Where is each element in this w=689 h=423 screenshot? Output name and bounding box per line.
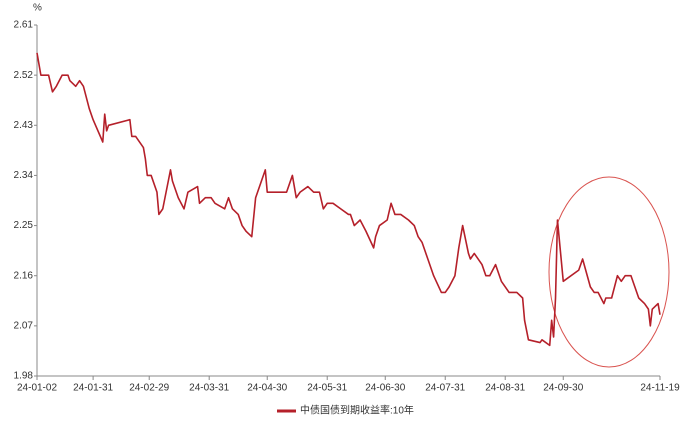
x-tick-label: 24-07-31 xyxy=(425,383,465,394)
x-tick-label: 24-11-19 xyxy=(640,383,680,394)
x-tick-label: 24-02-29 xyxy=(129,383,169,394)
legend-label: 中债国债到期收益率:10年 xyxy=(300,404,414,417)
x-tick-label: 24-08-31 xyxy=(485,383,525,394)
x-tick-label: 24-01-02 xyxy=(17,383,57,394)
y-tick-label: 2.34 xyxy=(14,170,34,181)
y-tick-label: 2.43 xyxy=(14,120,34,131)
y-tick-label: 1.98 xyxy=(14,371,34,382)
x-tick-label: 24-04-30 xyxy=(247,383,287,394)
y-tick-label: 2.25 xyxy=(14,220,34,231)
x-tick-label: 24-05-31 xyxy=(307,383,347,394)
series-line xyxy=(36,52,661,347)
y-tick-label: 2.16 xyxy=(14,270,34,281)
y-tick-label: 2.07 xyxy=(14,320,34,331)
highlight-ellipse xyxy=(548,176,670,368)
y-tick-label: 2.61 xyxy=(14,20,34,31)
x-tick-label: 24-03-31 xyxy=(189,383,229,394)
y-tick-label: 2.52 xyxy=(14,70,34,81)
x-tick-label: 24-01-31 xyxy=(73,383,113,394)
x-tick-label: 24-09-30 xyxy=(543,383,583,394)
y-unit: % xyxy=(33,3,42,14)
x-tick-label: 24-06-30 xyxy=(365,383,405,394)
